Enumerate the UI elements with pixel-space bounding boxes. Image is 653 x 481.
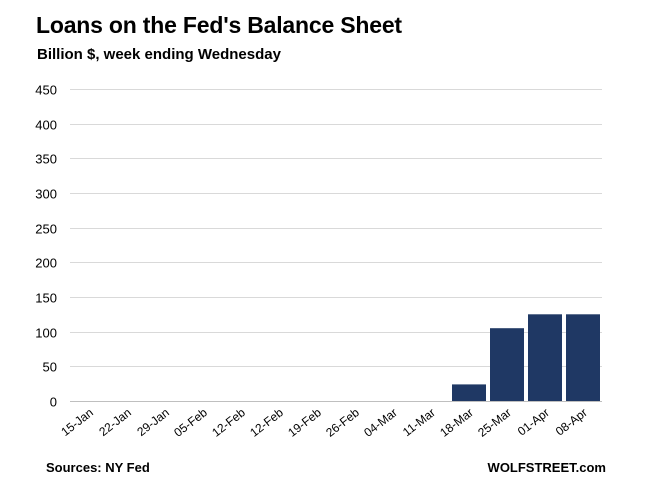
- y-tick-label: 300: [35, 187, 57, 202]
- x-tick-label: 22-Jan: [96, 405, 134, 439]
- bar-18-mar: [452, 384, 486, 401]
- x-tick-label: 11-Mar: [400, 405, 438, 439]
- y-tick-label: 150: [35, 291, 57, 306]
- y-tick-label: 50: [43, 360, 57, 375]
- x-tick-label: 12-Feb: [209, 405, 248, 440]
- x-tick-label: 19-Feb: [285, 405, 324, 440]
- y-tick-label: 100: [35, 326, 57, 341]
- x-axis-ticks: 15-Jan 22-Jan 29-Jan 05-Feb 12-Feb 12-Feb 19-F…: [58, 405, 590, 440]
- gridlines: [70, 89, 602, 367]
- x-tick-label: 04-Mar: [361, 405, 400, 439]
- x-tick-label: 26-Feb: [323, 405, 362, 440]
- y-axis-ticks: 0 50 100 150 200 250 300 350 400 450: [35, 83, 57, 410]
- bar-01-apr: [528, 314, 562, 401]
- x-tick-label: 25-Mar: [475, 405, 514, 439]
- bars: [452, 314, 600, 401]
- bar-25-mar: [490, 328, 524, 401]
- x-tick-label: 01-Apr: [515, 405, 552, 438]
- x-tick-label: 18-Mar: [437, 405, 476, 439]
- y-tick-label: 450: [35, 83, 57, 98]
- chart-subtitle: Billion $, week ending Wednesday: [37, 46, 281, 63]
- source-note: Sources: NY Fed: [46, 460, 150, 475]
- x-tick-label: 05-Feb: [171, 405, 210, 440]
- y-tick-label: 350: [35, 152, 57, 167]
- brand-logo-text: WOLFSTREET.com: [487, 460, 606, 475]
- x-tick-label: 12-Feb: [247, 405, 286, 440]
- y-tick-label: 400: [35, 118, 57, 133]
- x-tick-label: 08-Apr: [553, 405, 590, 438]
- bar-08-apr: [566, 314, 600, 401]
- y-tick-label: 250: [35, 222, 57, 237]
- y-tick-label: 200: [35, 256, 57, 271]
- y-tick-label: 0: [50, 395, 57, 410]
- chart-title: Loans on the Fed's Balance Sheet: [36, 12, 402, 38]
- x-tick-label: 15-Jan: [58, 405, 96, 439]
- x-tick-label: 29-Jan: [134, 405, 172, 439]
